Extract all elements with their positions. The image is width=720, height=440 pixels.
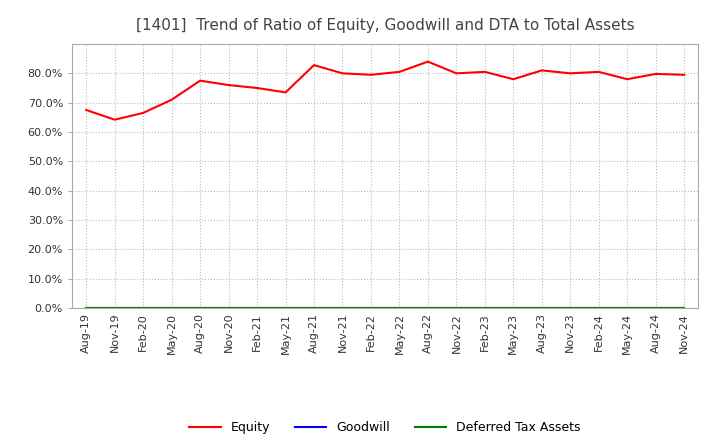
Deferred Tax Assets — [395, 305, 404, 311]
Goodwill — [537, 305, 546, 311]
Equity — [623, 77, 631, 82]
Goodwill — [595, 305, 603, 311]
Equity — [537, 68, 546, 73]
Equity — [310, 62, 318, 68]
Deferred Tax Assets — [537, 305, 546, 311]
Goodwill — [566, 305, 575, 311]
Legend: Equity, Goodwill, Deferred Tax Assets: Equity, Goodwill, Deferred Tax Assets — [184, 416, 586, 439]
Deferred Tax Assets — [82, 305, 91, 311]
Goodwill — [196, 305, 204, 311]
Goodwill — [310, 305, 318, 311]
Goodwill — [366, 305, 375, 311]
Equity — [366, 72, 375, 77]
Goodwill — [423, 305, 432, 311]
Goodwill — [623, 305, 631, 311]
Line: Equity: Equity — [86, 62, 684, 120]
Equity — [566, 71, 575, 76]
Goodwill — [110, 305, 119, 311]
Equity — [452, 71, 461, 76]
Deferred Tax Assets — [452, 305, 461, 311]
Goodwill — [338, 305, 347, 311]
Deferred Tax Assets — [139, 305, 148, 311]
Deferred Tax Assets — [282, 305, 290, 311]
Deferred Tax Assets — [338, 305, 347, 311]
Deferred Tax Assets — [652, 305, 660, 311]
Equity — [139, 110, 148, 116]
Equity — [509, 77, 518, 82]
Deferred Tax Assets — [623, 305, 631, 311]
Title: [1401]  Trend of Ratio of Equity, Goodwill and DTA to Total Assets: [1401] Trend of Ratio of Equity, Goodwil… — [136, 18, 634, 33]
Deferred Tax Assets — [480, 305, 489, 311]
Goodwill — [82, 305, 91, 311]
Equity — [423, 59, 432, 64]
Goodwill — [225, 305, 233, 311]
Deferred Tax Assets — [167, 305, 176, 311]
Equity — [196, 78, 204, 83]
Equity — [595, 69, 603, 74]
Deferred Tax Assets — [196, 305, 204, 311]
Deferred Tax Assets — [366, 305, 375, 311]
Goodwill — [452, 305, 461, 311]
Goodwill — [167, 305, 176, 311]
Goodwill — [480, 305, 489, 311]
Equity — [338, 71, 347, 76]
Equity — [82, 107, 91, 113]
Equity — [110, 117, 119, 122]
Goodwill — [253, 305, 261, 311]
Deferred Tax Assets — [310, 305, 318, 311]
Goodwill — [509, 305, 518, 311]
Deferred Tax Assets — [110, 305, 119, 311]
Deferred Tax Assets — [509, 305, 518, 311]
Equity — [167, 97, 176, 103]
Deferred Tax Assets — [595, 305, 603, 311]
Goodwill — [395, 305, 404, 311]
Goodwill — [652, 305, 660, 311]
Equity — [395, 69, 404, 74]
Deferred Tax Assets — [680, 305, 688, 311]
Deferred Tax Assets — [423, 305, 432, 311]
Deferred Tax Assets — [253, 305, 261, 311]
Equity — [225, 82, 233, 88]
Equity — [680, 72, 688, 77]
Deferred Tax Assets — [566, 305, 575, 311]
Goodwill — [139, 305, 148, 311]
Equity — [253, 85, 261, 91]
Equity — [652, 71, 660, 77]
Equity — [480, 69, 489, 74]
Goodwill — [680, 305, 688, 311]
Deferred Tax Assets — [225, 305, 233, 311]
Goodwill — [282, 305, 290, 311]
Equity — [282, 90, 290, 95]
